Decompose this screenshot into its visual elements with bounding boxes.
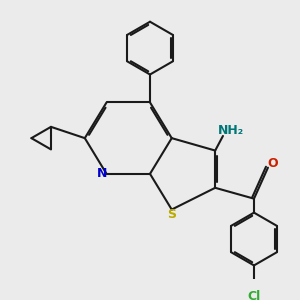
- Text: N: N: [97, 167, 107, 180]
- Text: Cl: Cl: [248, 290, 261, 300]
- Text: O: O: [267, 158, 278, 170]
- Text: S: S: [167, 208, 176, 221]
- Text: NH₂: NH₂: [218, 124, 244, 137]
